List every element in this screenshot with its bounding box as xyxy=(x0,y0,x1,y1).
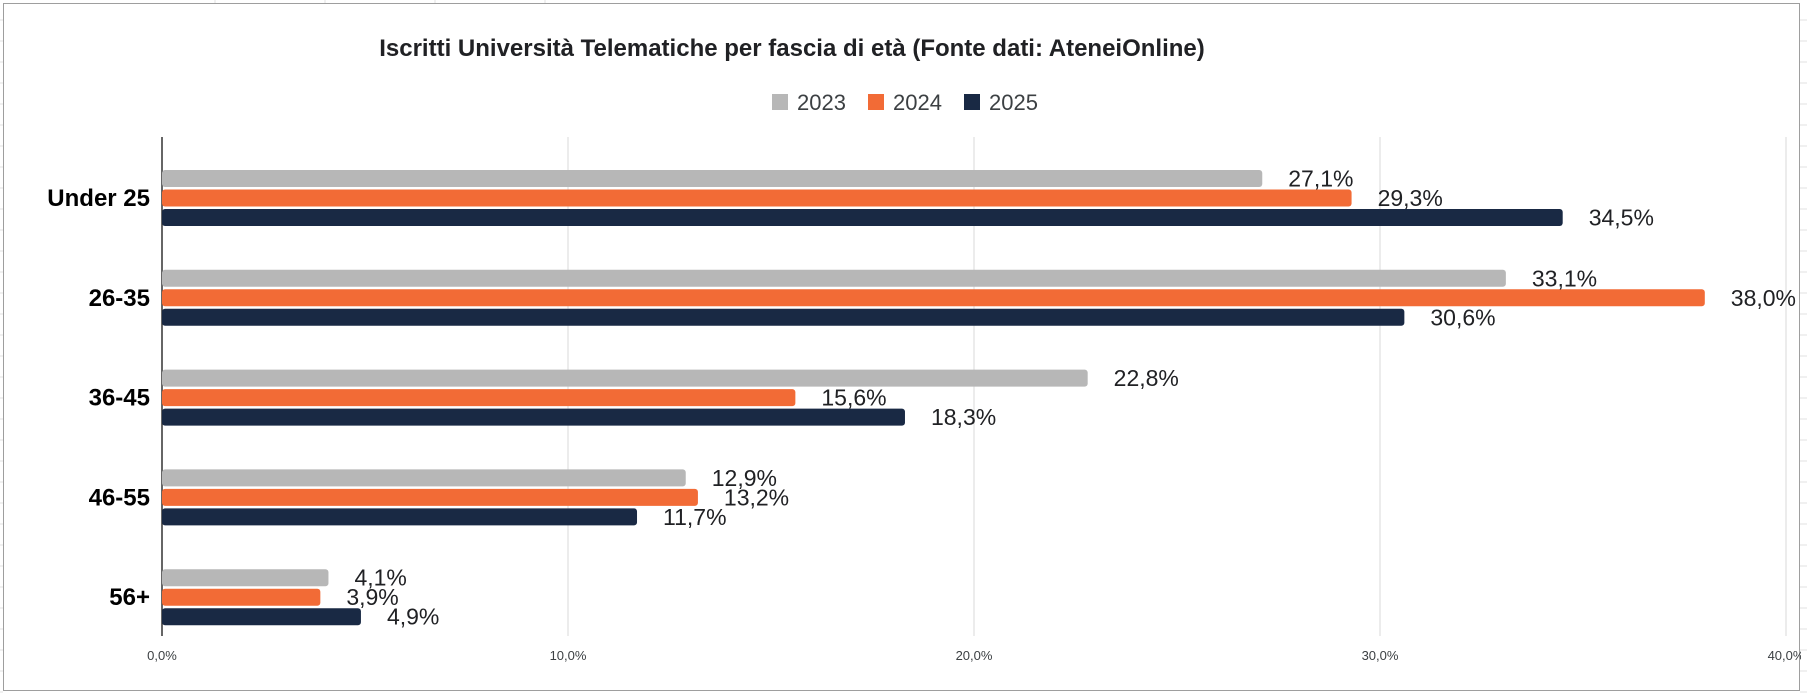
bar-2023 xyxy=(162,469,686,487)
data-label-2023: 22,8% xyxy=(1114,365,1179,391)
data-label-2024: 29,3% xyxy=(1378,185,1443,211)
category-label: 46-55 xyxy=(89,484,150,511)
legend-label-2023: 2023 xyxy=(797,90,846,115)
data-label-2023: 27,1% xyxy=(1288,166,1353,192)
category-label: Under 25 xyxy=(47,185,150,212)
bar-2023 xyxy=(162,269,1506,287)
bar-2025 xyxy=(162,608,361,626)
bar-2024 xyxy=(162,389,796,407)
legend-swatch-2025 xyxy=(964,94,980,110)
data-label-2025: 30,6% xyxy=(1430,304,1495,330)
chart-title: Iscritti Università Telematiche per fasc… xyxy=(379,35,1205,62)
category-label: 36-45 xyxy=(89,385,150,412)
data-label-2024: 3,9% xyxy=(346,584,398,610)
data-label-2024: 15,6% xyxy=(821,385,886,411)
bar-2023 xyxy=(162,170,1263,187)
bar-2025 xyxy=(162,209,1563,226)
legend-label-2024: 2024 xyxy=(893,90,942,115)
legend-swatch-2024 xyxy=(868,94,884,110)
bar-2024 xyxy=(162,289,1705,307)
data-label-2025: 18,3% xyxy=(931,404,996,430)
x-tick-label: 40,0% xyxy=(1768,648,1801,663)
bar-2023 xyxy=(162,569,329,587)
data-label-2023: 4,1% xyxy=(354,565,406,591)
legend-label-2025: 2025 xyxy=(989,90,1038,115)
data-label-2024: 38,0% xyxy=(1731,285,1796,311)
category-label: 26-35 xyxy=(89,285,150,312)
x-tick-label: 10,0% xyxy=(550,648,587,663)
x-tick-label: 20,0% xyxy=(956,648,993,663)
legend-swatch-2023 xyxy=(772,94,788,110)
x-tick-label: 30,0% xyxy=(1362,648,1399,663)
x-tick-label: 0,0% xyxy=(147,648,177,663)
bar-2025 xyxy=(162,508,638,526)
data-label-2025: 11,7% xyxy=(663,504,727,530)
bar-2025 xyxy=(162,308,1405,326)
bar-2024 xyxy=(162,588,321,606)
bar-2023 xyxy=(162,369,1088,387)
data-label-2024: 13,2% xyxy=(724,484,789,510)
chart-bars xyxy=(162,170,1705,626)
chart-container[interactable]: Iscritti Università Telematiche per fasc… xyxy=(3,3,1801,691)
chart-x-tick-labels: 0,0% 10,0% 20,0% 30,0% 40,0% xyxy=(147,648,1801,663)
bar-2024 xyxy=(162,189,1352,207)
chart-category-labels: Under 25 26-35 36-45 46-55 56+ xyxy=(47,185,150,611)
data-label-2025: 4,9% xyxy=(387,604,439,630)
chart-legend: 2023 2024 2025 xyxy=(772,90,1038,115)
bar-2024 xyxy=(162,488,698,506)
bar-2025 xyxy=(162,408,905,426)
data-label-2023: 33,1% xyxy=(1532,265,1597,291)
chart-data-labels: 27,1% 29,3% 34,5% 33,1% 38,0% 30,6% 22,8% 15,6%… xyxy=(346,166,1796,630)
data-label-2025: 34,5% xyxy=(1589,205,1654,231)
category-label: 56+ xyxy=(109,584,150,611)
bar-chart: Iscritti Università Telematiche per fasc… xyxy=(47,35,1801,663)
data-label-2023: 12,9% xyxy=(712,465,777,491)
